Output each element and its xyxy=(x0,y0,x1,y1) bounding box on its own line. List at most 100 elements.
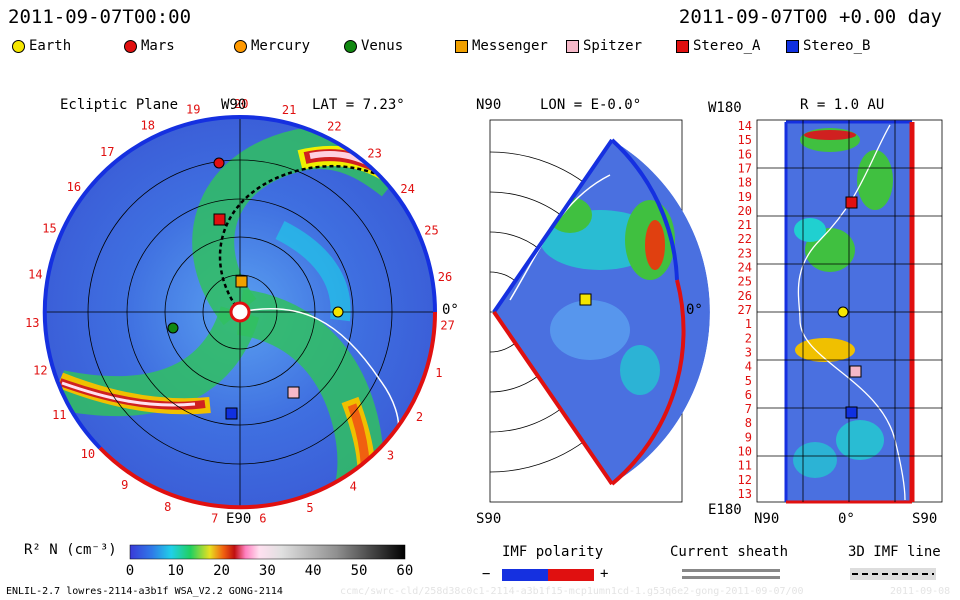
radial-rotation-number: 7 xyxy=(745,402,752,416)
radial-rotation-number: 17 xyxy=(738,162,752,176)
ecliptic-rotation-number: 20 xyxy=(234,97,248,111)
legend-item-stereo-a: Stereo_A xyxy=(676,38,760,54)
stereo-a-marker-icon xyxy=(676,39,689,53)
ecliptic-rotation-number: 1 xyxy=(435,366,442,380)
meridional-lon-label: LON = E-0.0° xyxy=(540,97,642,113)
radial-rotation-number: 13 xyxy=(738,487,752,501)
radial-r-label: R = 1.0 AU xyxy=(800,97,885,113)
radial-rotation-number: 5 xyxy=(745,374,752,388)
current-sheath-swatch-line2 xyxy=(682,576,780,579)
radial-rotation-number: 25 xyxy=(738,275,752,289)
ecliptic-rotation-number: 6 xyxy=(259,512,266,526)
legend-label: Stereo_B xyxy=(803,38,871,54)
legend-item-earth: Earth xyxy=(12,38,71,54)
radial-rotation-number: 20 xyxy=(738,204,752,218)
imf-polarity-negative-swatch xyxy=(502,569,548,581)
ecliptic-rotation-number: 26 xyxy=(438,270,452,284)
legend-item-messenger: Messenger xyxy=(455,38,548,54)
ecliptic-plane-panel: 19 20 212223242526271234567891011121314151… xyxy=(25,97,455,526)
meridional-bottom-label: S90 xyxy=(476,511,502,527)
legend-item-mercury: Mercury xyxy=(234,38,310,54)
colorbar-label: R² N (cm⁻³) xyxy=(24,542,117,558)
header-datetime-right: 2011-09-07T00 +0.00 day xyxy=(678,6,942,28)
radial-x-tick-0: 0° xyxy=(838,511,855,527)
radial-rotation-number: 16 xyxy=(738,147,752,161)
stereo-b-marker-icon xyxy=(786,39,799,53)
current-sheath-line xyxy=(218,164,381,313)
stereo-b-marker xyxy=(225,407,238,420)
stereo-a-marker-radial xyxy=(845,196,858,209)
spitzer-marker-radial xyxy=(849,365,862,378)
radial-rotation-number: 2 xyxy=(745,331,752,345)
current-sheath-title: Current sheath xyxy=(670,544,789,560)
radial-rotation-number: 22 xyxy=(738,232,752,246)
ecliptic-title: Ecliptic Plane xyxy=(60,97,179,113)
spitzer-marker-icon xyxy=(566,39,579,53)
header-datetime-left: 2011-09-07T00:00 xyxy=(8,6,192,28)
legend-label: Messenger xyxy=(472,38,548,54)
radial-rotation-number: 12 xyxy=(738,473,752,487)
radial-rotation-number: 27 xyxy=(738,303,752,317)
colorbar-tick: 10 xyxy=(167,563,185,579)
meridional-top-label: N90 xyxy=(476,97,502,113)
boundary-red xyxy=(98,311,438,510)
ecliptic-rotation-number: 12 xyxy=(33,364,47,378)
legend-label: Spitzer xyxy=(583,38,643,54)
date-stamp: 2011-09-08 xyxy=(890,586,951,597)
ecliptic-rotation-number: 16 xyxy=(67,180,81,194)
colorbar-tick: 20 xyxy=(213,563,230,579)
ecliptic-top-label: W90 xyxy=(221,97,247,113)
radial-x-tick-s90: S90 xyxy=(912,511,938,527)
ecliptic-rotation-number: 7 xyxy=(211,511,218,525)
legend-item-stereo-b: Stereo_B xyxy=(786,38,870,54)
messenger-marker xyxy=(235,275,248,288)
ecliptic-rotation-numbers: 19 20 212223242526271234567891011121314151… xyxy=(25,97,455,526)
radial-rotation-number: 19 xyxy=(738,190,752,204)
ecliptic-rotation-number: 25 xyxy=(424,224,438,238)
earth-marker-meridional xyxy=(579,293,592,306)
density-colorbar xyxy=(129,544,406,560)
ecliptic-bottom-label: E90 xyxy=(226,511,252,527)
legend-label: Mars xyxy=(141,38,175,54)
imf-polarity-positive-swatch xyxy=(548,569,594,581)
ecliptic-rotation-number: 3 xyxy=(387,449,394,463)
radial-bottom-label: E180 xyxy=(708,502,742,518)
ecliptic-rotation-number: 21 xyxy=(282,103,296,117)
mars-marker xyxy=(213,157,225,169)
radial-rotation-number: 11 xyxy=(738,459,752,473)
ecliptic-rotation-number: 18 xyxy=(140,119,154,133)
radial-rotation-number: 24 xyxy=(738,261,752,275)
venus-marker xyxy=(167,322,179,334)
ecliptic-rotation-number: 22 xyxy=(327,120,341,134)
imf-line xyxy=(239,308,400,431)
sun-icon xyxy=(229,301,251,323)
radial-top-label: W180 xyxy=(708,100,742,116)
ecliptic-rotation-number: 9 xyxy=(121,478,128,492)
imf-polarity-plus: + xyxy=(600,566,609,582)
radial-rotation-number: 18 xyxy=(738,176,752,190)
boundary-blue xyxy=(239,115,437,313)
imf-polarity-minus: − xyxy=(482,566,491,582)
colorbar-tick: 50 xyxy=(350,563,368,579)
radial-x-tick-n90: N90 xyxy=(754,511,780,527)
ecliptic-right-label: 0° xyxy=(442,302,459,318)
boundary-blue-2 xyxy=(42,114,241,450)
legend-label: Venus xyxy=(361,38,404,54)
run-path: ccmc/swrc-cld/258d38c0c1-2114-a3b1f15-mc… xyxy=(340,586,804,597)
radial-rotation-number: 14 xyxy=(738,119,752,133)
meridional-right-label: 0° xyxy=(686,302,703,318)
current-sheath-swatch xyxy=(682,569,780,572)
colorbar-tick: 30 xyxy=(258,563,276,579)
radial-rotation-number: 9 xyxy=(745,430,752,444)
radial-rotation-number: 26 xyxy=(738,289,752,303)
legend-label: Earth xyxy=(29,38,72,54)
ecliptic-rotation-number: 23 xyxy=(367,146,381,160)
radial-rotation-number: 3 xyxy=(745,346,752,360)
meridional-panel xyxy=(489,119,710,503)
colorbar-tick: 40 xyxy=(304,563,322,579)
model-info: ENLIL-2.7 lowres-2114-a3b1f WSA_V2.2 GON… xyxy=(6,586,283,597)
radial-rotation-number: 6 xyxy=(745,388,752,402)
legend-label: Mercury xyxy=(251,38,311,54)
ecliptic-rotation-number: 2 xyxy=(416,410,423,424)
